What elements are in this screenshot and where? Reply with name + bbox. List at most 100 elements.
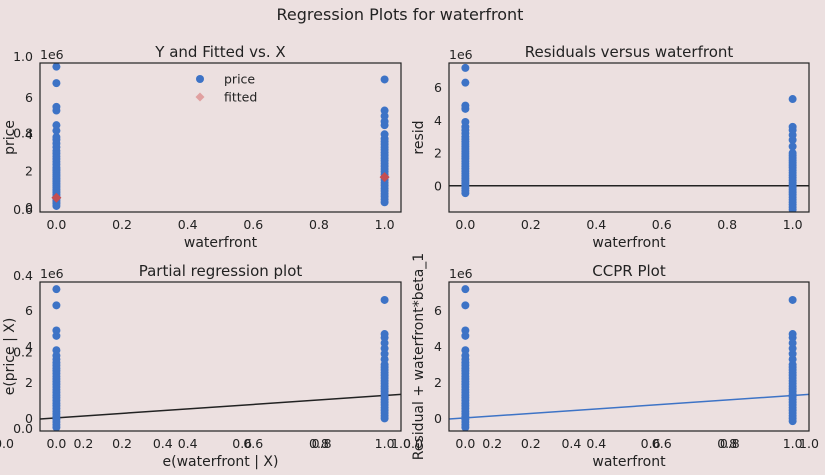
x-tick-label: 0.2: [112, 436, 132, 451]
data-point: [461, 326, 470, 335]
data-point: [380, 295, 389, 304]
subplot-2: Residuals versus waterfront 0.0 0.2 0.4 0.6 0…: [411, 43, 810, 251]
x-tick-label: 0.4: [586, 436, 606, 451]
data-point: [788, 122, 797, 131]
data-point: [461, 285, 470, 294]
data-point: [52, 121, 61, 130]
subplot-grid: Y and Fitted vs. X 0.0 0.2 0.4 0.6 0.8 1.0 0 2 4 6…: [0, 43, 819, 470]
legend-marker-fitted: [195, 92, 205, 102]
y-tick-label: 4: [25, 127, 33, 142]
plot-area: [51, 63, 390, 210]
y-tick-label: 2: [25, 375, 33, 390]
x-tick-label: 0.4: [178, 436, 198, 451]
subplot-title: Residuals versus waterfront: [525, 43, 734, 61]
x-tick-label: 0.2: [112, 217, 132, 232]
data-point: [52, 301, 61, 310]
x-tick-label: 0.2: [521, 217, 541, 232]
data-point: [788, 149, 797, 158]
x-tick-label: 0.0: [455, 436, 475, 451]
x-tick-label: 0.0: [455, 217, 475, 232]
x-tick-label: 1.0: [783, 436, 803, 451]
legend-label: fitted: [224, 90, 257, 105]
x-axis-label: waterfront: [184, 235, 258, 251]
y-tick-label: 2: [434, 375, 442, 390]
x-tick-label: 0.6: [652, 217, 672, 232]
x-tick-label: 0.8: [309, 217, 329, 232]
y-tick-label: 4: [25, 339, 33, 354]
plot-area: [40, 285, 401, 431]
data-point: [461, 101, 470, 110]
x-tick-label: 0.2: [521, 436, 541, 451]
data-point: [461, 78, 470, 87]
axes-frame: [39, 62, 402, 213]
y-axis-label: price: [2, 120, 18, 155]
fitted-marker: [51, 192, 62, 203]
subplot-title: Partial regression plot: [139, 262, 303, 280]
x-tick-label: 0.6: [243, 436, 263, 451]
axes-frame: [448, 281, 810, 432]
data-point: [52, 285, 61, 294]
y-tick-label: 6: [25, 90, 33, 105]
ghost-x-tick-label: 0.4: [561, 436, 581, 451]
data-point: [380, 106, 389, 115]
subplot-title: CCPR Plot: [592, 262, 666, 280]
data-point: [52, 326, 61, 335]
data-point: [380, 112, 389, 121]
y-axis-label: Residual + waterfront*beta_1: [411, 253, 427, 460]
ghost-y-tick-label: 1.0: [13, 49, 33, 64]
legend-marker-price: [196, 75, 204, 83]
x-axis-label: e(waterfront | X): [163, 454, 279, 470]
axes-frame: [39, 281, 402, 432]
data-point: [52, 126, 61, 135]
y-tick-label: 6: [434, 303, 442, 318]
ghost-y-tick-label: 0.6: [13, 202, 33, 217]
y-tick-label: 4: [434, 113, 442, 128]
data-point: [788, 95, 797, 104]
offset-text: 1e6: [449, 266, 473, 281]
ghost-y-tick-label: 0.8: [13, 126, 33, 141]
subplot-3: Partial regression plot 0.0 0.2 0.4 0.6 0.8 1.…: [0, 262, 411, 470]
y-tick-label: 0: [434, 411, 442, 426]
legend: price fitted: [195, 72, 257, 105]
y-tick-label: 6: [434, 80, 442, 95]
ghost-x-tick-label: 0.8: [312, 436, 332, 451]
data-point: [52, 346, 61, 355]
ghost-x-tick-label: 0.2: [482, 436, 502, 451]
subplot-title: Y and Fitted vs. X: [154, 43, 285, 61]
ghost-x-tick-label: 0.0: [403, 436, 423, 451]
data-point: [380, 130, 389, 139]
y-axis-label: e(price | X): [2, 318, 18, 396]
data-point: [788, 295, 797, 304]
x-tick-label: 1.0: [375, 436, 395, 451]
fit-line: [449, 393, 809, 420]
x-axis-label: waterfront: [592, 454, 666, 470]
ghost-y-tick-label: 0.0: [13, 421, 33, 436]
x-tick-label: 1.0: [783, 217, 803, 232]
data-point: [461, 117, 470, 126]
y-tick-label: 4: [434, 339, 442, 354]
ghost-y-tick-label: 0.4: [13, 268, 33, 283]
y-tick-label: 2: [25, 163, 33, 178]
offset-text: 1e6: [40, 266, 64, 281]
data-point: [788, 142, 797, 151]
y-tick-label: 0: [25, 200, 33, 215]
y-tick-label: 0: [25, 411, 33, 426]
x-tick-label: 0.0: [46, 436, 66, 451]
y-tick-label: 2: [434, 146, 442, 161]
ghost-x-tick-label: 0.4: [153, 436, 173, 451]
data-point: [461, 301, 470, 310]
data-point: [52, 102, 61, 111]
offset-text: 1e6: [449, 47, 473, 62]
fitted-marker: [379, 172, 390, 183]
offset-text: 1e6: [40, 47, 64, 62]
x-tick-label: 0.4: [586, 217, 606, 232]
y-axis-label: resid: [411, 120, 427, 154]
ghost-x-tick-label: 1.0: [799, 436, 819, 451]
ghost-y-tick-label: 0.2: [13, 345, 33, 360]
ghost-x-tick-label: 1.0: [391, 436, 411, 451]
ghost-x-tick-label: 0.8: [720, 436, 740, 451]
plot-area: [449, 63, 809, 212]
x-tick-label: 0.8: [309, 436, 329, 451]
